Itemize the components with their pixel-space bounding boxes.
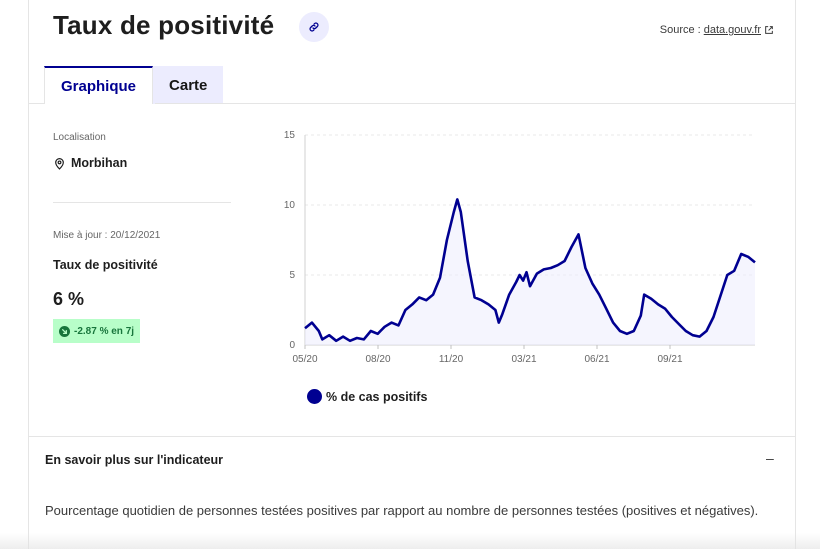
series-area xyxy=(305,199,755,345)
sidebar-divider xyxy=(53,202,231,203)
y-tick-label: 15 xyxy=(284,130,296,141)
y-tick-label: 5 xyxy=(289,270,295,281)
tab-divider xyxy=(155,103,796,104)
tab-divider xyxy=(28,103,44,104)
location-value: Morbihan xyxy=(53,156,127,170)
accordion-toggle[interactable]: – xyxy=(766,450,774,466)
link-icon xyxy=(309,22,319,32)
x-tick-label: 09/21 xyxy=(657,354,682,365)
indicator-name: Taux de positivité xyxy=(53,258,158,272)
external-link-icon xyxy=(765,26,773,34)
chart-legend[interactable]: % de cas positifs xyxy=(307,389,427,404)
source-link-text[interactable]: data.gouv.fr xyxy=(703,24,761,36)
tab-graphique[interactable]: Graphique xyxy=(44,66,154,104)
trend-text: -2.87 % en 7j xyxy=(74,325,135,337)
positivity-chart: 0 5 10 15 05/20 08/20 11/20 03/21 06/21 09/21 xyxy=(284,130,756,365)
legend-swatch xyxy=(307,389,322,404)
location-name: Morbihan xyxy=(71,156,128,170)
x-tick-label: 11/20 xyxy=(439,354,464,365)
copy-link-button[interactable] xyxy=(299,12,329,42)
source-link[interactable]: Source : data.gouv.fr xyxy=(660,24,774,36)
legend-label: % de cas positifs xyxy=(326,389,428,404)
x-tick-label: 06/21 xyxy=(584,354,609,365)
accordion-body: Pourcentage quotidien de personnes testé… xyxy=(45,503,759,518)
source-prefix: Source : xyxy=(659,24,701,36)
series-line xyxy=(304,198,756,343)
bottom-shadow xyxy=(0,533,820,549)
indicator-value: 6 % xyxy=(53,289,85,309)
map-pin-icon xyxy=(55,157,64,170)
trend-badge: -2.87 % en 7j xyxy=(53,319,141,343)
y-tick-label: 10 xyxy=(284,200,296,211)
page-title: Taux de positivité xyxy=(53,10,275,40)
x-tick-label: 08/20 xyxy=(365,354,390,365)
x-tick-label: 03/21 xyxy=(511,354,536,365)
location-label: Localisation xyxy=(53,132,106,143)
arrow-down-right-icon xyxy=(59,325,70,337)
update-date: Mise à jour : 20/12/2021 xyxy=(53,230,161,241)
accordion-title[interactable]: En savoir plus sur l'indicateur xyxy=(45,453,224,467)
indicator-card xyxy=(28,0,796,549)
x-tick-label: 05/20 xyxy=(292,354,317,365)
tab-carte[interactable]: Carte xyxy=(153,66,224,104)
y-tick-label: 0 xyxy=(289,340,295,351)
accordion-separator xyxy=(28,436,796,437)
tab-list: Graphique Carte xyxy=(44,66,224,104)
